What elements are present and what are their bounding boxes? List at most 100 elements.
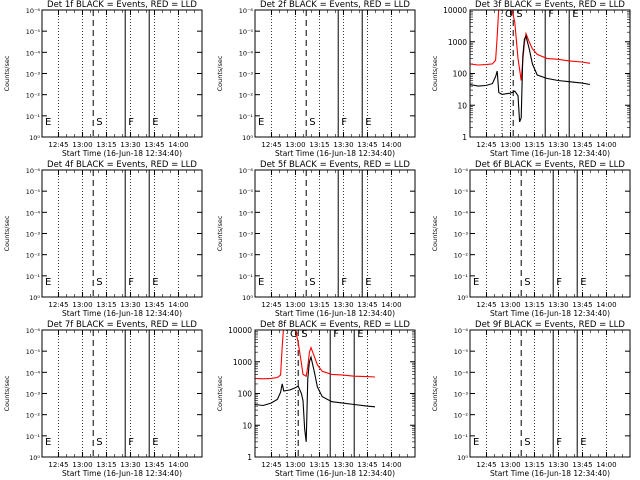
x-tick-label: 13:00 — [500, 301, 520, 309]
x-tick-label: 13:15 — [524, 301, 544, 309]
marker-label: E — [45, 117, 51, 128]
x-tick-label: 13:00 — [285, 141, 305, 149]
marker-label: F — [333, 329, 339, 340]
x-axis-label: Start Time (16-Jun-18 12:34:40) — [490, 149, 610, 158]
y-tick-label: 10⁻³ — [454, 391, 469, 399]
x-tick-label: 13:00 — [72, 141, 92, 149]
panel-det-2: Det 2f BLACK = Events, RED = LLD Counts/s… — [216, 0, 416, 158]
y-axis-label: Counts/sec — [431, 375, 439, 411]
x-tick-label: 13:15 — [309, 141, 329, 149]
marker-label: E — [365, 277, 371, 288]
marker-label: E — [473, 277, 479, 288]
marker-label: S — [96, 277, 102, 288]
marker-label: S — [516, 9, 522, 20]
y-tick-label: 10⁻² — [26, 412, 41, 420]
marker-label: F — [341, 277, 347, 288]
marker-label: E — [580, 437, 586, 448]
events-series-line — [255, 355, 376, 442]
y-tick-label: 10⁻⁴ — [26, 49, 41, 57]
y-tick-label: 10⁻³ — [26, 71, 41, 79]
y-tick-label: 10⁻¹ — [239, 273, 254, 281]
marker-label: S — [309, 117, 315, 128]
x-tick-label: 13:15 — [309, 461, 329, 469]
y-tick-label: 10⁻¹ — [454, 433, 469, 441]
x-tick-label: 13:00 — [285, 461, 305, 469]
y-tick-label: 10⁻⁵ — [239, 28, 254, 36]
x-tick-label: 14:00 — [168, 301, 188, 309]
marker-label: O — [290, 329, 298, 340]
x-tick-label: 14:00 — [381, 141, 401, 149]
y-tick-label: 10⁻⁴ — [26, 209, 41, 217]
plot-frame — [469, 329, 631, 458]
x-tick-label: 12:45 — [261, 141, 281, 149]
x-tick-label: 13:45 — [572, 461, 592, 469]
panel-title: Det 1f BLACK = Events, RED = LLD — [47, 0, 197, 10]
y-tick-label: 10⁻⁴ — [454, 209, 469, 217]
y-tick-label: 100 — [238, 390, 253, 399]
marker-label: O — [505, 9, 513, 20]
marker-label: F — [556, 277, 562, 288]
x-tick-label: 12:45 — [261, 461, 281, 469]
x-tick-label: 13:30 — [333, 301, 353, 309]
marker-label: S — [524, 437, 530, 448]
y-tick-label: 10⁻³ — [239, 71, 254, 79]
marker-label: F — [556, 437, 562, 448]
x-tick-label: 12:45 — [48, 141, 68, 149]
y-tick-label: 10⁻² — [239, 252, 254, 260]
events-series-line — [470, 34, 591, 123]
marker-label: S — [301, 329, 307, 340]
panel-title: Det 9f BLACK = Events, RED = LLD — [475, 320, 625, 330]
panel-title: Det 6f BLACK = Events, RED = LLD — [475, 160, 625, 170]
x-tick-label: 12:45 — [476, 141, 496, 149]
y-tick-label: 10⁻¹ — [454, 273, 469, 281]
panel-det-7: Det 7f BLACK = Events, RED = LLD Counts/s… — [3, 320, 203, 478]
y-tick-label: 100 — [453, 70, 468, 79]
y-tick-label: 10⁻⁶ — [26, 327, 41, 335]
marker-label: E — [45, 277, 51, 288]
y-tick-label: 10 — [242, 421, 252, 430]
plot-frame — [254, 329, 416, 458]
marker-label: S — [96, 117, 102, 128]
x-tick-label: 13:30 — [333, 461, 353, 469]
x-tick-label: 13:30 — [333, 141, 353, 149]
y-tick-label: 10⁻³ — [454, 231, 469, 239]
y-tick-label: 1 — [462, 133, 467, 142]
x-tick-label: 13:00 — [72, 301, 92, 309]
y-tick-label: 10⁻² — [26, 252, 41, 260]
marker-label: E — [258, 117, 264, 128]
plot-frame — [254, 9, 416, 138]
x-axis-label: Start Time (16-Jun-18 12:34:40) — [490, 469, 610, 478]
plot-frame — [469, 169, 631, 298]
y-tick-label: 10⁰ — [457, 294, 468, 302]
x-tick-label: 14:00 — [381, 301, 401, 309]
x-axis-label: Start Time (16-Jun-18 12:34:40) — [490, 309, 610, 318]
y-tick-label: 1000 — [448, 38, 467, 47]
y-tick-label: 10⁰ — [457, 454, 468, 462]
x-tick-label: 13:30 — [120, 301, 140, 309]
y-tick-label: 10⁰ — [29, 134, 40, 142]
y-tick-label: 10⁻⁶ — [239, 7, 254, 15]
y-tick-label: 1 — [247, 453, 252, 462]
y-tick-label: 10000 — [228, 326, 252, 335]
x-tick-label: 13:30 — [548, 301, 568, 309]
marker-label: E — [473, 437, 479, 448]
y-tick-label: 10⁻² — [454, 252, 469, 260]
marker-label: F — [128, 437, 134, 448]
x-axis-label: Start Time (16-Jun-18 12:34:40) — [62, 149, 182, 158]
y-tick-label: 10000 — [443, 6, 467, 15]
x-tick-label: 13:45 — [144, 141, 164, 149]
x-axis-label: Start Time (16-Jun-18 12:34:40) — [62, 309, 182, 318]
x-tick-label: 13:45 — [144, 461, 164, 469]
x-tick-label: 13:45 — [357, 141, 377, 149]
marker-label: S — [96, 437, 102, 448]
x-tick-label: 13:30 — [120, 141, 140, 149]
panel-title: Det 7f BLACK = Events, RED = LLD — [47, 320, 197, 330]
marker-label: S — [309, 277, 315, 288]
y-tick-label: 10⁻⁴ — [454, 369, 469, 377]
x-tick-label: 13:45 — [572, 141, 592, 149]
x-tick-label: 13:15 — [309, 301, 329, 309]
panel-det-9: Det 9f BLACK = Events, RED = LLD Counts/s… — [431, 320, 631, 478]
y-tick-label: 10⁻⁶ — [454, 327, 469, 335]
y-tick-label: 10⁻² — [454, 412, 469, 420]
y-tick-label: 10⁰ — [242, 294, 253, 302]
